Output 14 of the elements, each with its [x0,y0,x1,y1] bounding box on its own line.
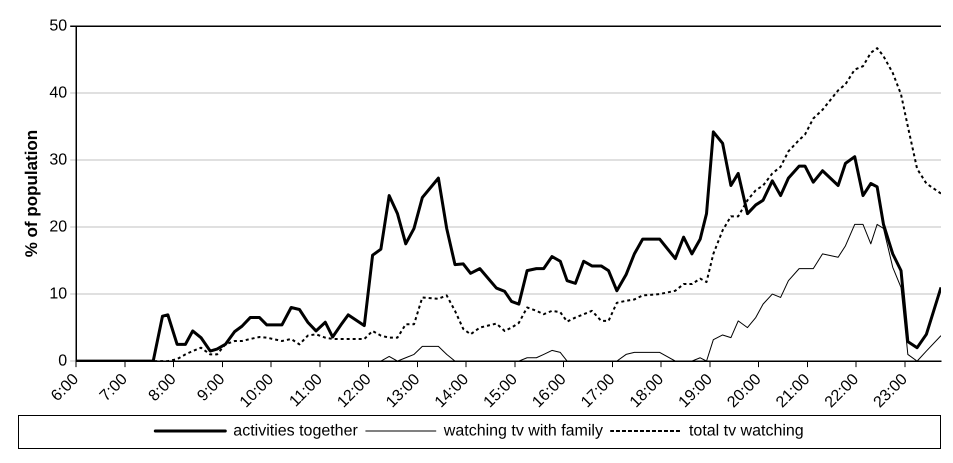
x-tick-label: 7:00 [96,370,131,405]
legend-label: activities together [233,422,358,440]
y-tick-label: 20 [49,218,68,236]
legend-label: total tv watching [688,422,804,440]
x-tick-label: 9:00 [194,370,228,405]
y-tick-label: 40 [49,84,68,102]
legend-label: watching tv with family [442,422,603,440]
y-tick-label: 10 [49,285,68,302]
y-tick-label: 30 [49,151,68,168]
y-tick-label: 0 [58,352,68,370]
y-tick-label: 50 [49,17,68,34]
x-tick-label: 8:00 [146,370,180,405]
x-tick-label: 6:00 [48,370,82,405]
y-axis-title: % of population [22,130,41,258]
